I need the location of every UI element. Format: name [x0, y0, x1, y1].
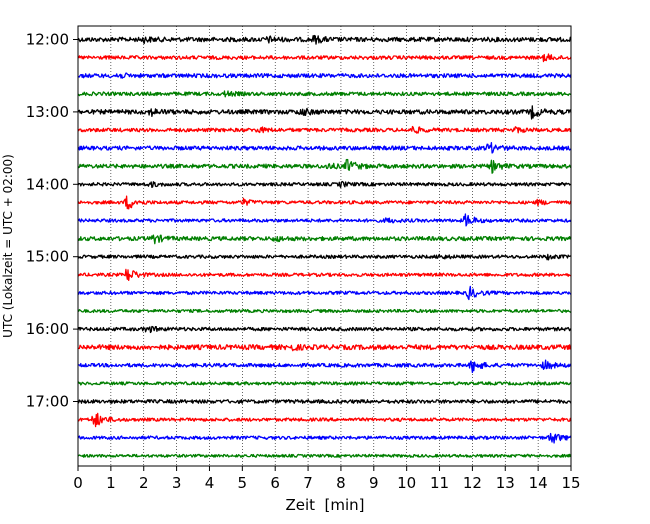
trace-row-1715 — [77, 412, 572, 428]
x-tick-label: 11 — [430, 474, 449, 492]
trace-row-1345 — [77, 158, 572, 174]
trace-row-1645 — [77, 381, 572, 386]
trace-row-1400 — [77, 180, 572, 189]
trace-row-1615 — [77, 343, 572, 352]
trace-row-1600 — [77, 325, 572, 334]
x-axis-label: Zeit [min] — [285, 496, 364, 514]
x-tick-label: 9 — [369, 474, 379, 492]
trace-row-1545 — [78, 308, 572, 314]
trace-row-1530 — [77, 285, 572, 301]
trace-row-1515 — [77, 268, 572, 282]
trace-row-1245 — [77, 90, 572, 98]
y-tick-label: 15:00 — [26, 248, 69, 266]
x-tick-label: 0 — [73, 474, 83, 492]
x-tick-label: 8 — [336, 474, 346, 492]
y-axis: 12:00 13:00 14:00 15:00 16:00 17:00 — [26, 31, 78, 411]
trace-row-1745 — [77, 453, 572, 458]
trace-row-1700 — [77, 399, 572, 404]
x-tick-label: 13 — [496, 474, 515, 492]
x-tick-label: 1 — [106, 474, 116, 492]
x-tick-label: 4 — [205, 474, 215, 492]
trace-row-1415 — [77, 195, 572, 210]
x-tick-label: 3 — [172, 474, 182, 492]
x-tick-label: 15 — [561, 474, 580, 492]
y-axis-label: UTC (Lokalzeit = UTC + 02:00) — [1, 154, 15, 338]
trace-row-1430 — [77, 213, 572, 227]
y-tick-label: 14:00 — [26, 175, 69, 193]
x-tick-label: 2 — [139, 474, 149, 492]
y-tick-label: 17:00 — [26, 393, 69, 411]
trace-row-1445 — [77, 234, 572, 245]
x-tick-label: 10 — [397, 474, 416, 492]
x-tick-label: 12 — [463, 474, 482, 492]
trace-row-1330 — [77, 141, 572, 154]
grid-layer — [110, 26, 539, 466]
trace-row-1315 — [77, 125, 572, 134]
x-tick-label: 5 — [238, 474, 248, 492]
x-axis: 0 1 2 3 4 5 6 7 8 9 10 11 12 13 14 15 — [73, 466, 581, 492]
trace-row-1630 — [77, 359, 572, 374]
trace-row-1500 — [77, 253, 572, 261]
trace-row-1215 — [77, 53, 572, 63]
x-tick-label: 14 — [529, 474, 548, 492]
trace-layer — [77, 34, 572, 458]
trace-row-1730 — [77, 432, 572, 444]
y-tick-label: 13:00 — [26, 103, 69, 121]
x-tick-label: 7 — [303, 474, 313, 492]
trace-row-1230 — [77, 72, 572, 79]
trace-row-1200 — [77, 34, 571, 45]
x-tick-label: 6 — [270, 474, 280, 492]
plot-frame — [77, 25, 572, 467]
trace-row-1300 — [77, 105, 572, 120]
y-tick-label: 16:00 — [26, 320, 69, 338]
y-tick-label: 12:00 — [26, 31, 69, 49]
